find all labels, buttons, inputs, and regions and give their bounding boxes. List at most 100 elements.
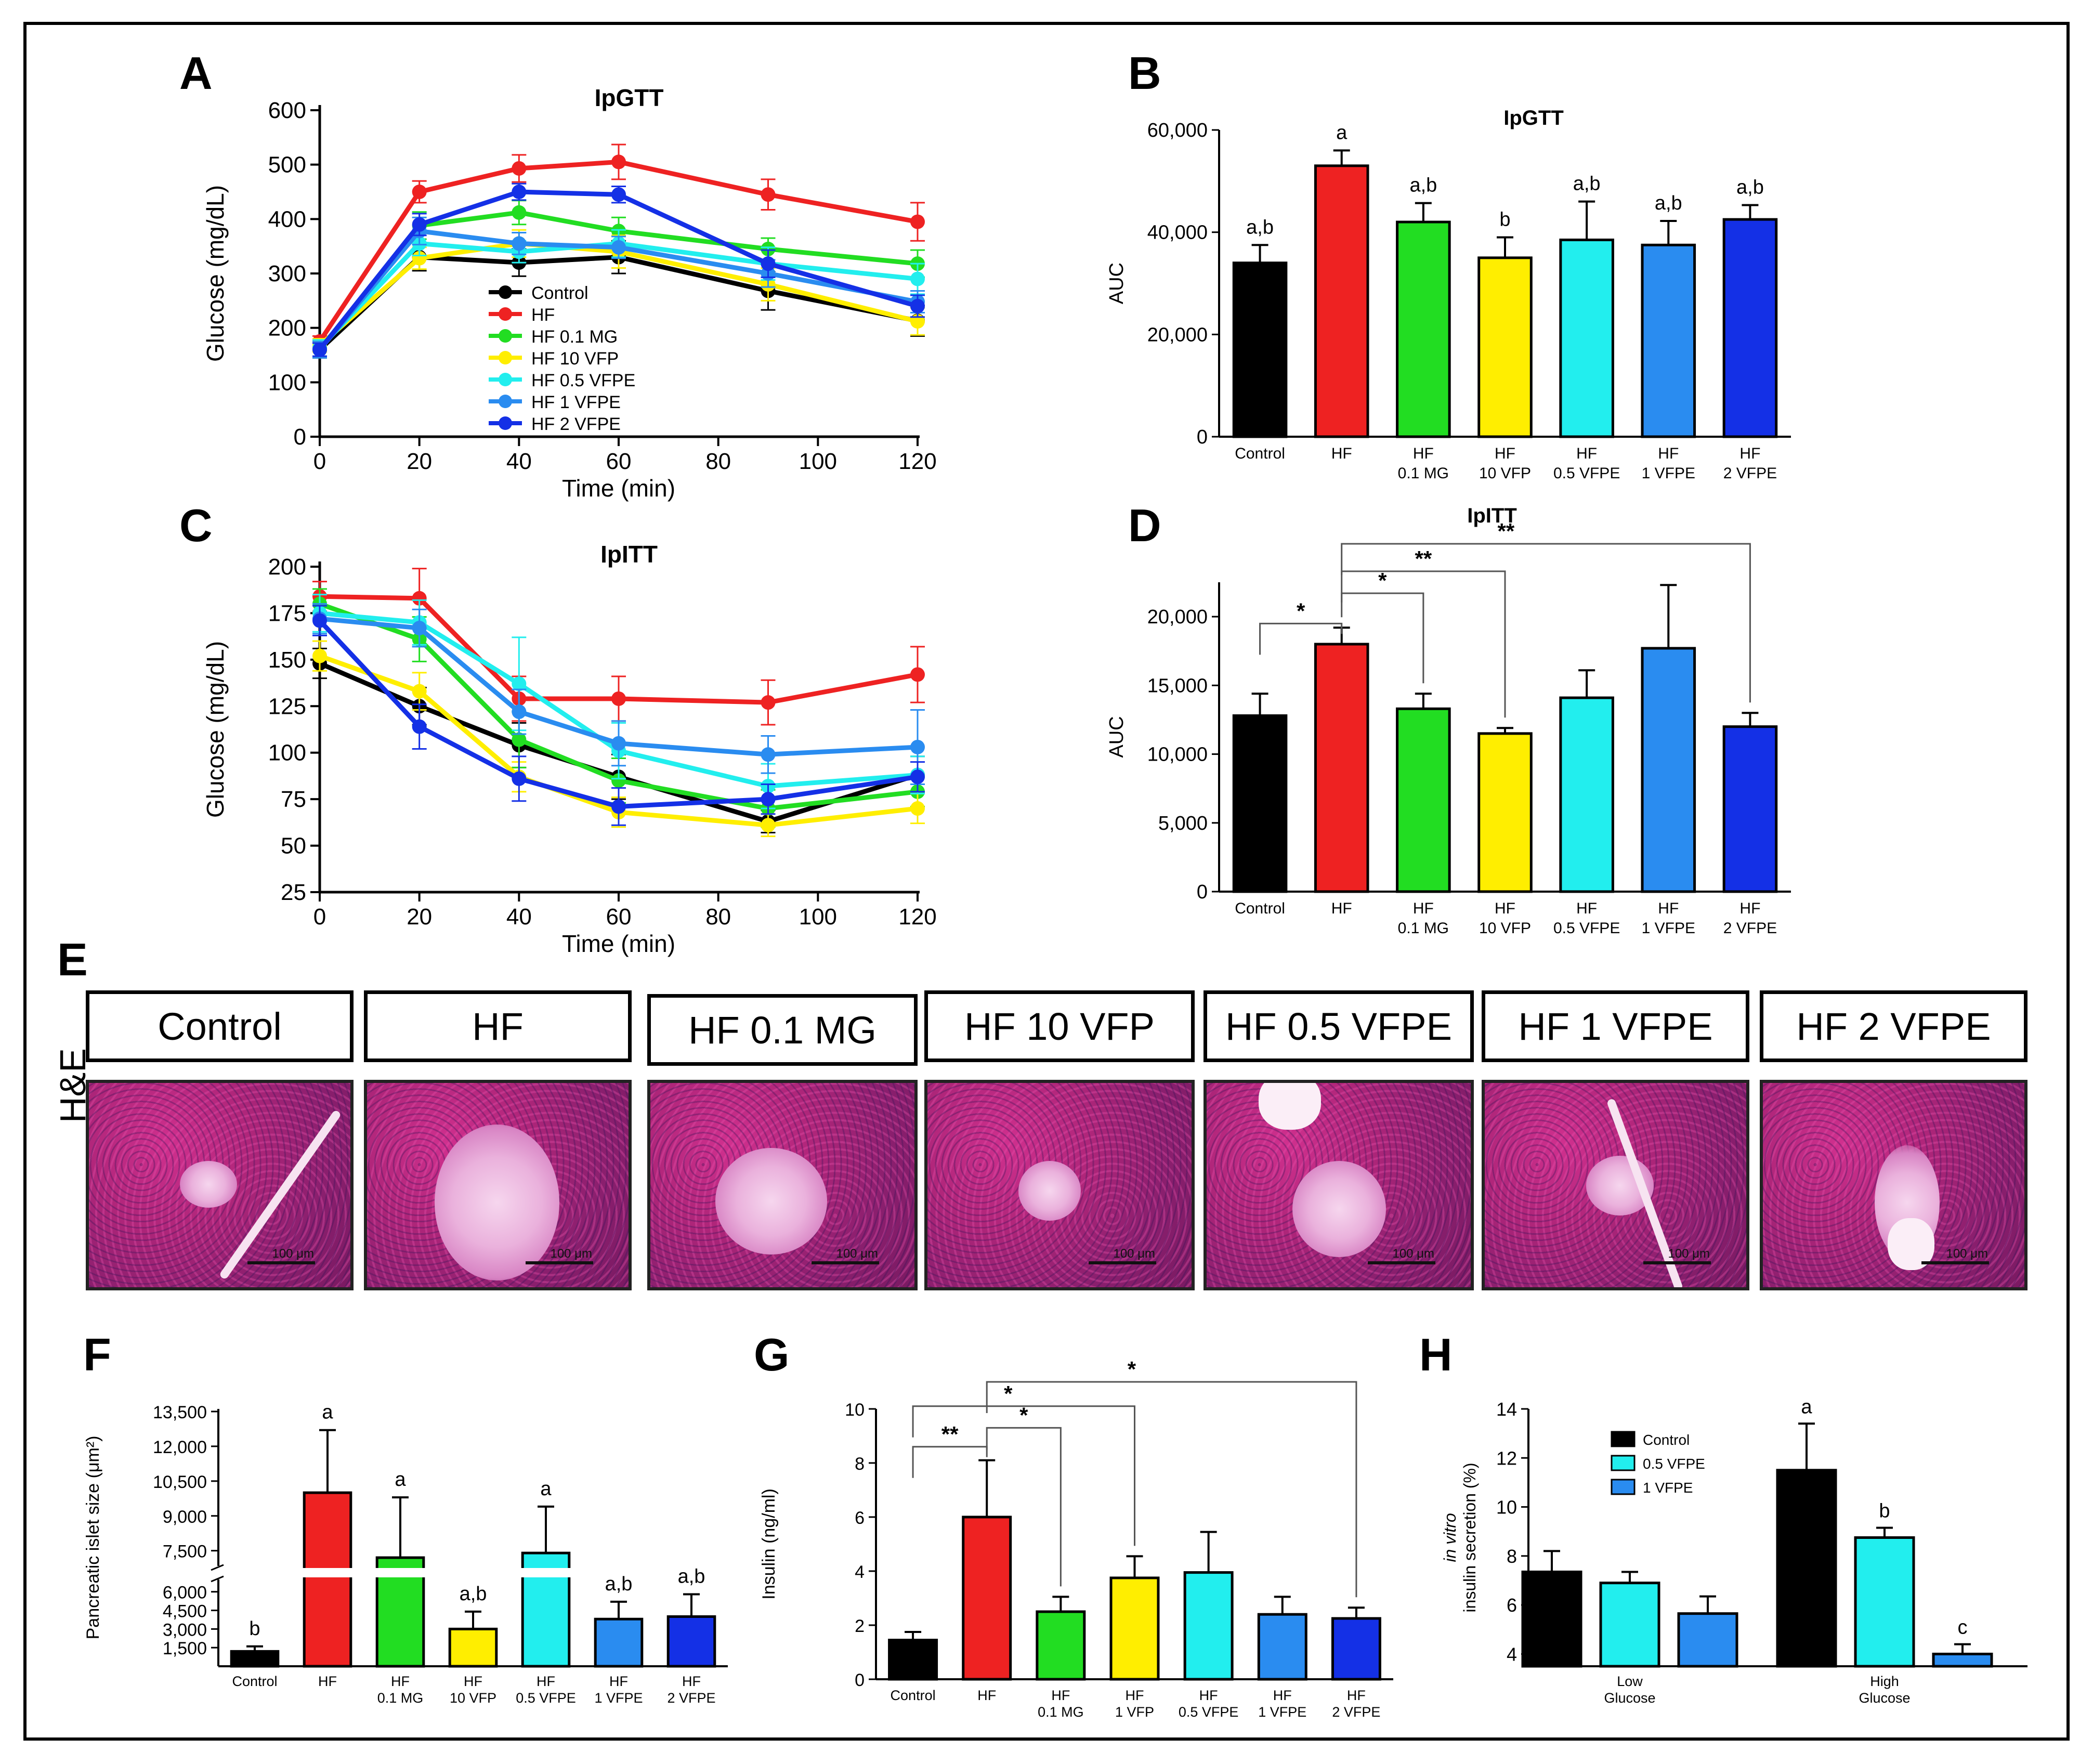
x-tick-label: 60 [606,904,632,930]
scale-bar [812,1261,879,1264]
significance-letter: b [1879,1500,1890,1522]
bar [1559,238,1614,438]
panel-letter-h: H [1419,1329,1453,1380]
bar [1109,1576,1160,1681]
category-label: Glucose [1859,1690,1910,1706]
category-label: HF [1739,445,1760,462]
bar [594,1617,644,1668]
chart-title: IpITT [600,541,658,568]
significance-letter: a [1801,1396,1812,1418]
pancreatic-islet [180,1161,237,1208]
series-line [318,189,919,351]
y-tick-label: 20,000 [1147,324,1208,346]
category-label: 10 VFP [1479,920,1531,937]
panel-letter-f: F [83,1329,111,1380]
panel-letter-e: E [57,934,88,985]
category-label: HF [609,1674,628,1689]
significance-bracket [1341,570,1506,718]
legend-label: HF 1 VFPE [531,393,621,412]
bar [1396,707,1451,893]
scale-bar-label: 100 μm [1946,1247,1988,1261]
category-label: HF [1051,1688,1070,1703]
x-tick-label: 120 [898,449,936,474]
significance-letter: a,b [460,1583,487,1605]
category-label: HF [1576,900,1597,917]
data-point [312,648,327,663]
x-axis-label: Time (min) [562,930,675,957]
y-tick-label: 75 [281,787,306,812]
y-tick-label: 0 [1197,426,1208,448]
y-tick-label: 9,000 [163,1507,207,1527]
category-label: Control [1235,445,1285,462]
bar [1599,1582,1660,1668]
scale-bar-label: 100 μm [1668,1247,1710,1261]
y-tick-label: 4,500 [163,1602,207,1622]
y-tick-label: 25 [281,880,306,905]
group-label-4: HF 0.5 VFPE [1204,990,1474,1062]
group-label-3: HF 10 VFP [924,990,1195,1062]
y-tick-label: 5,000 [1158,813,1208,834]
micrograph-2: 100 μm [647,1080,918,1290]
group-label-1: HF [364,990,632,1062]
data-point [512,732,527,747]
scale-bar-label: 100 μm [836,1247,878,1261]
significance-letter: a,b [1409,175,1437,197]
data-point [512,236,527,251]
series-line [318,619,918,809]
panel-letter-c: C [179,500,213,551]
category-label: HF [1273,1688,1292,1703]
scale-bar [1643,1261,1711,1264]
category-label: 1 VFPE [1642,920,1695,937]
category-label: HF [1347,1688,1366,1703]
data-point [910,769,925,785]
legend-label: Control [1643,1432,1690,1448]
x-tick-label: 40 [506,449,532,474]
significance-star: * [1128,1357,1136,1381]
group-label-0: Control [86,990,354,1062]
significance-star: * [1004,1381,1013,1406]
y-tick-label: 20,000 [1147,606,1208,628]
y-tick-label: 2 [855,1616,865,1636]
chart-title: IpITT [1467,504,1517,527]
category-label: 10 VFP [450,1690,496,1706]
x-tick-label: 20 [407,449,432,474]
scale-bar [1089,1261,1156,1264]
significance-bracket [912,1446,988,1478]
significance-letter: a,b [678,1565,705,1587]
significance-letter: a,b [605,1573,633,1595]
y-tick-label: 10 [845,1400,865,1420]
data-point [412,185,427,199]
data-point [512,205,527,220]
data-point [910,271,925,286]
y-tick-label: 300 [268,261,306,286]
y-tick-label: 500 [268,152,306,178]
scale-bar [1368,1261,1435,1264]
category-label: 0.5 VFPE [516,1690,576,1706]
series-line [318,159,918,343]
data-point [412,684,427,699]
y-axis-label: Glucose (mg/dL) [202,641,229,818]
x-tick-label: 100 [799,904,837,930]
significance-bracket [1341,543,1751,703]
category-label: 10 VFP [1479,465,1531,482]
data-point [412,591,427,606]
bar [1036,1610,1086,1681]
bar [230,1650,280,1668]
category-label: 0.1 MG [1398,920,1449,937]
scale-bar [526,1261,593,1264]
x-tick-label: 120 [898,904,936,930]
data-point [611,691,626,706]
significance-star: * [1297,598,1305,623]
x-tick-label: 80 [705,449,731,474]
y-axis-label: in vitro [1441,1513,1459,1562]
scale-bar [247,1261,315,1264]
data-point [761,747,776,762]
y-tick-label: 4 [855,1562,865,1582]
panel-letter-a: A [179,47,213,99]
data-point [910,667,925,682]
series-line [318,228,918,351]
significance-letter: a,b [1573,173,1601,195]
category-label: Control [1235,900,1285,917]
y-tick-label: 100 [268,370,306,395]
